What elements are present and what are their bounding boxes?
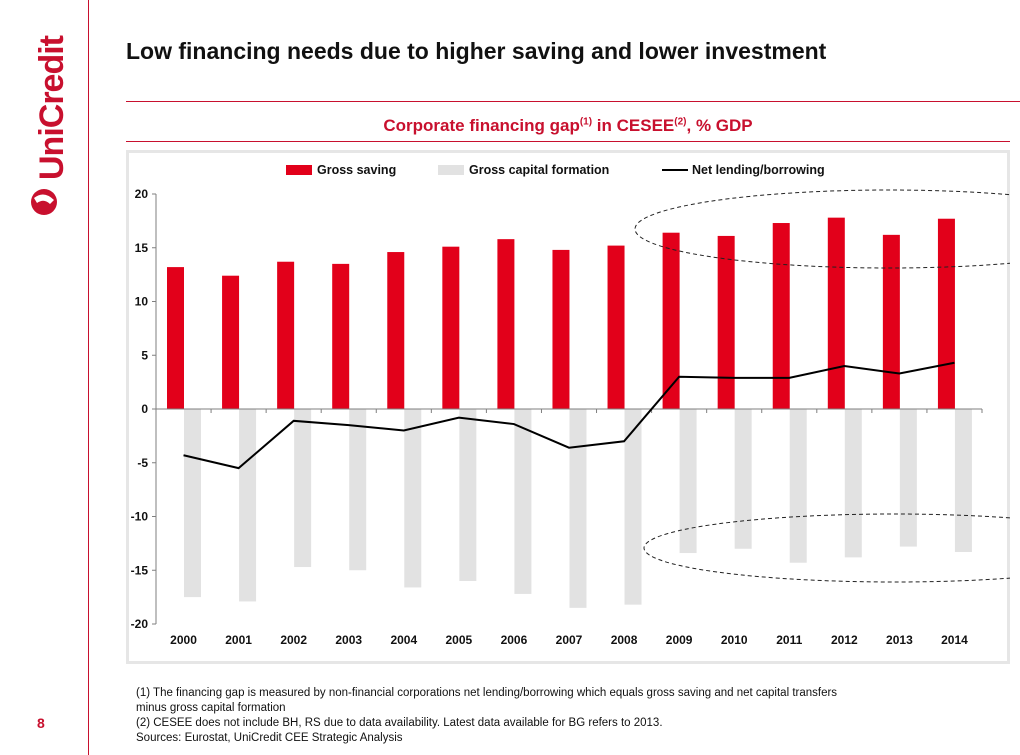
- y-tick-label: -15: [131, 563, 149, 577]
- bar-gross-saving: [332, 263, 350, 409]
- x-tick-label: 2014: [941, 633, 968, 647]
- chart-title-divider: [126, 141, 1010, 142]
- x-tick-label: 2010: [721, 633, 748, 647]
- x-tick-label: 2011: [776, 633, 802, 647]
- bar-gross-capital-formation: [679, 409, 697, 554]
- bar-gross-capital-formation: [844, 409, 862, 558]
- legend-swatch-gross-capital-formation: [438, 165, 464, 175]
- footnote-1: (1) The financing gap is measured by non…: [136, 687, 838, 699]
- bar-gross-saving: [937, 218, 955, 409]
- bar-gross-saving: [882, 234, 900, 409]
- bar-gross-capital-formation: [899, 409, 917, 547]
- y-tick-label: -10: [131, 510, 149, 524]
- bar-gross-capital-formation: [734, 409, 752, 549]
- x-tick-label: 2007: [556, 633, 583, 647]
- x-tick-label: 2013: [886, 633, 913, 647]
- x-tick-label: 2004: [390, 633, 417, 647]
- y-tick-label: 10: [135, 295, 149, 309]
- chart-title: Corporate financing gap(1) in CESEE(2), …: [126, 116, 1010, 136]
- highlight-ellipse-saving: [634, 189, 1010, 269]
- page-number: 8: [37, 715, 45, 731]
- bar-gross-capital-formation: [294, 409, 312, 568]
- y-tick-label: -20: [131, 617, 149, 631]
- y-tick-label: 15: [135, 241, 149, 255]
- bar-gross-capital-formation: [404, 409, 422, 588]
- highlight-ellipse-investment: [643, 513, 1010, 583]
- bar-gross-capital-formation: [954, 409, 972, 552]
- y-tick-label: 20: [135, 187, 149, 201]
- bar-gross-capital-formation: [459, 409, 477, 581]
- x-tick-label: 2000: [170, 633, 197, 647]
- x-tick-label: 2012: [831, 633, 858, 647]
- bar-gross-saving: [552, 249, 570, 409]
- bar-gross-saving: [662, 232, 680, 409]
- legend-label-net-lending-borrowing: Net lending/borrowing: [692, 163, 825, 177]
- x-tick-label: 2001: [225, 633, 252, 647]
- svg-text:UniCredit: UniCredit: [33, 35, 70, 180]
- legend-label-gross-saving: Gross saving: [317, 163, 396, 177]
- x-tick-label: 2008: [611, 633, 638, 647]
- chart-title-end: , % GDP: [686, 116, 753, 135]
- bar-gross-capital-formation: [789, 409, 807, 563]
- footnote-1-continued: minus gross capital formation: [136, 702, 286, 714]
- bar-gross-saving: [387, 252, 405, 409]
- x-tick-label: 2003: [335, 633, 362, 647]
- chart-title-middle: in CESEE: [592, 116, 675, 135]
- bar-gross-saving: [772, 223, 790, 409]
- x-tick-label: 2009: [666, 633, 693, 647]
- bar-gross-capital-formation: [624, 409, 642, 605]
- bar-gross-capital-formation: [349, 409, 367, 571]
- legend-swatch-gross-saving: [286, 165, 312, 175]
- bar-gross-saving: [222, 275, 240, 409]
- x-tick-label: 2005: [446, 633, 473, 647]
- bar-gross-saving: [497, 239, 515, 409]
- bar-gross-saving: [442, 246, 460, 409]
- chart-title-footnote-1: (1): [579, 116, 593, 128]
- footnotes: (1) The financing gap is measured by non…: [136, 686, 1016, 746]
- bar-gross-saving: [717, 235, 735, 409]
- x-tick-label: 2006: [501, 633, 528, 647]
- title-divider: [126, 101, 1020, 102]
- bar-gross-capital-formation: [184, 409, 201, 598]
- sources: Sources: Eurostat, UniCredit CEE Strateg…: [136, 732, 403, 744]
- bar-gross-saving: [167, 267, 184, 409]
- x-tick-label: 2002: [280, 633, 307, 647]
- y-tick-label: -5: [137, 456, 148, 470]
- unicredit-logo: UniCredit: [31, 35, 70, 215]
- line-net-lending-borrowing: [183, 361, 955, 470]
- bar-gross-capital-formation: [514, 409, 532, 594]
- bar-gross-saving: [827, 217, 845, 409]
- chart-title-text: Corporate financing gap: [383, 116, 580, 135]
- bar-gross-saving: [277, 261, 295, 409]
- footnote-2: (2) CESEE does not include BH, RS due to…: [136, 717, 663, 729]
- y-tick-label: 0: [141, 402, 148, 416]
- chart-title-footnote-2: (2): [674, 116, 687, 128]
- bar-gross-capital-formation: [239, 409, 257, 602]
- y-tick-label: 5: [141, 348, 148, 362]
- legend-label-gross-capital-formation: Gross capital formation: [469, 163, 609, 177]
- bar-gross-saving: [607, 245, 625, 409]
- slide-title: Low financing needs due to higher saving…: [126, 38, 827, 64]
- sidebar-divider: [88, 0, 89, 755]
- financing-gap-chart: 20 15 10 5 0 -5 -10 -15 -20 2000 2001 2002 2003 2004 2…: [131, 163, 1010, 647]
- bar-gross-capital-formation: [569, 409, 587, 608]
